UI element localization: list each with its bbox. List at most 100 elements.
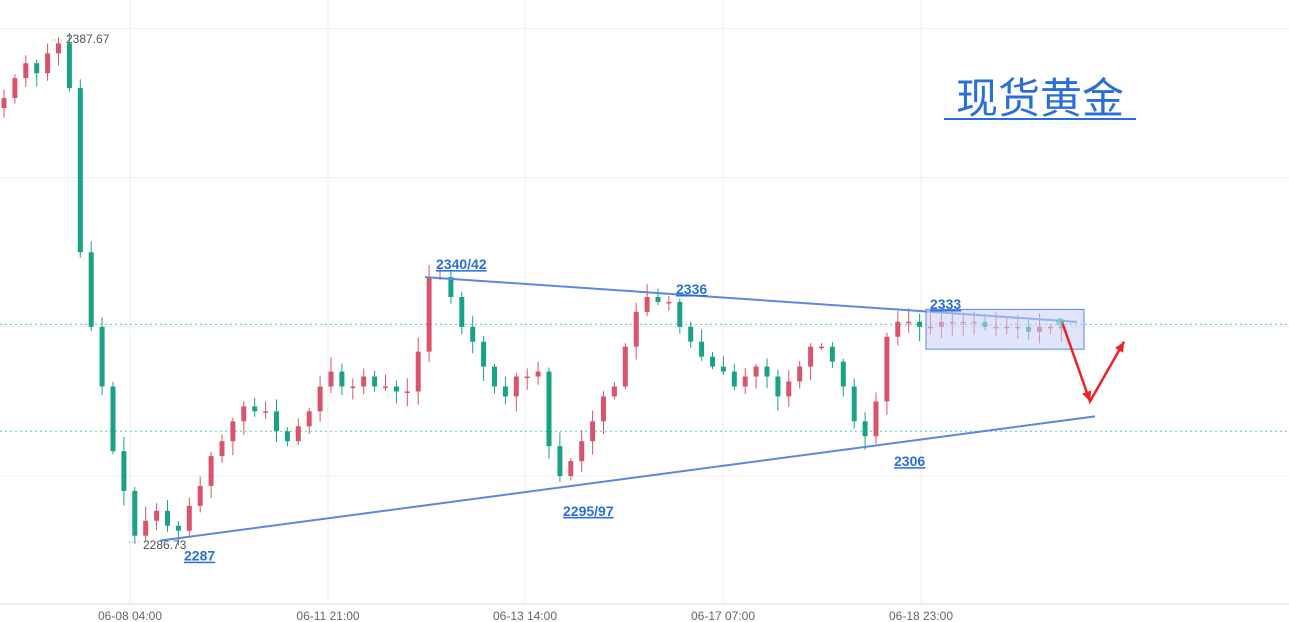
candle [731, 364, 737, 391]
candle [99, 317, 105, 396]
candle [840, 358, 846, 397]
annotation-label: 2336 [676, 281, 707, 297]
candle [88, 241, 94, 332]
candle [361, 368, 367, 395]
x-tick-label: 06-08 04:00 [98, 609, 162, 622]
candle-body [557, 446, 563, 477]
candle [579, 429, 585, 473]
candle [230, 417, 236, 456]
candle [873, 392, 879, 444]
x-tick-label: 06-13 14:00 [493, 609, 557, 622]
candle-body [895, 321, 901, 337]
candle [492, 364, 497, 394]
candle-body [361, 376, 367, 387]
candle-body [404, 391, 410, 393]
annotation-label: 2340/42 [436, 256, 487, 272]
candle-body [274, 411, 279, 432]
candle-body [99, 326, 105, 387]
candle-body [284, 431, 290, 442]
candle-body [655, 296, 661, 302]
candle [611, 381, 617, 400]
candle-body [175, 525, 181, 531]
candle [274, 399, 279, 442]
annotation-label: 2306 [894, 453, 925, 469]
candle-body [34, 63, 40, 74]
candle [775, 369, 781, 411]
candle-body [481, 341, 487, 367]
candle [77, 79, 83, 258]
candle [884, 332, 890, 416]
candle-body [622, 346, 628, 387]
candle [197, 476, 203, 513]
candle [742, 368, 748, 395]
candle-body [764, 366, 770, 377]
candle [154, 503, 160, 531]
candle [666, 295, 672, 311]
forecast-arrows [1056, 317, 1126, 405]
consolidation-box [925, 308, 1085, 350]
candle [12, 74, 18, 104]
candle-body [808, 346, 814, 367]
candle-body [459, 296, 465, 327]
consolidation-rect [925, 308, 1085, 350]
candle [677, 298, 683, 334]
candle-body [230, 421, 236, 442]
candle [764, 358, 770, 389]
candle [851, 378, 857, 429]
candle [426, 265, 432, 363]
down-arrowhead [1082, 390, 1092, 402]
candle [753, 364, 759, 389]
candle [66, 32, 72, 92]
candle-body [917, 321, 923, 327]
candle-body [317, 386, 323, 412]
candle-body [829, 346, 835, 362]
candle [317, 375, 323, 422]
last-price-dot [1056, 317, 1064, 326]
candle [350, 378, 356, 400]
annotation-label: 2333 [930, 296, 961, 312]
candle-body [132, 490, 138, 536]
candle [481, 335, 487, 381]
candle-body [644, 296, 650, 312]
candle [404, 378, 410, 406]
candle-body [884, 336, 890, 402]
candle [546, 367, 552, 459]
candle-body [165, 510, 170, 526]
candle-body [470, 326, 476, 342]
candle [284, 427, 290, 447]
horizontal-levels [0, 323, 1289, 432]
candle-body [775, 376, 781, 397]
candle [339, 363, 345, 396]
candle-body [328, 371, 334, 387]
candle [295, 418, 301, 445]
candle [56, 37, 61, 66]
candle [862, 412, 868, 450]
candle-body [720, 366, 726, 372]
candle-body [383, 386, 388, 388]
candle [252, 398, 258, 417]
candle [165, 499, 170, 532]
candle-body [731, 371, 737, 387]
high-price-label: 2387.67 [66, 32, 110, 46]
candle-body [154, 510, 160, 521]
x-tick-label: 06-17 07:00 [691, 609, 755, 622]
candle [786, 370, 792, 407]
up-arrowhead [1114, 341, 1124, 353]
candle-body [601, 396, 606, 422]
candle-body [88, 252, 94, 327]
candle [906, 308, 912, 333]
candle [699, 329, 705, 361]
candle [110, 381, 116, 455]
candle-body [492, 366, 497, 387]
candle [601, 391, 606, 435]
candle [186, 497, 192, 537]
x-tick-label: 06-18 23:00 [889, 609, 953, 622]
candle-body [12, 78, 18, 99]
candle-body [546, 371, 552, 447]
candle-body [45, 53, 51, 74]
candle [829, 341, 835, 368]
candle-body [372, 376, 378, 387]
candle-body [753, 366, 759, 377]
x-axis: 06-08 04:00 06-11 21:00 06-13 14:00 06-17 0… [98, 609, 953, 622]
candle-body [873, 401, 879, 437]
